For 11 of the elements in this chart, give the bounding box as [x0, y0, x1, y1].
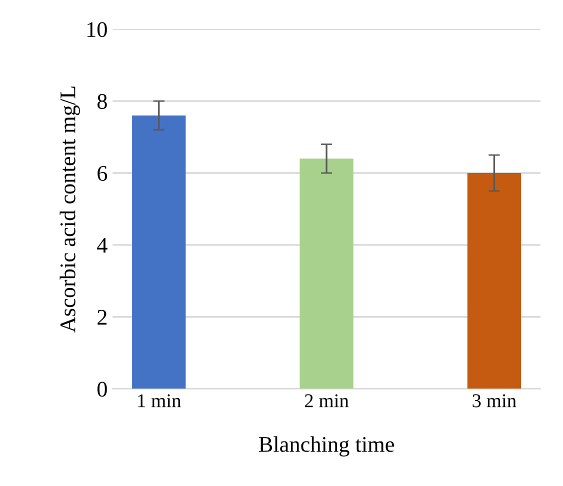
x-tick-label: 3 min: [472, 394, 516, 408]
y-axis-title: Ascorbic acid content mg/L: [60, 86, 80, 332]
y-tick-label: 0: [97, 382, 107, 397]
y-tick-label: 6: [98, 166, 108, 181]
y-tick-label: 4: [97, 238, 108, 253]
y-tick-label: 8: [97, 94, 107, 110]
x-tick-label: 1 min: [138, 394, 181, 408]
y-tick-label: 2: [98, 310, 107, 325]
x-axis-title: Blanching time: [258, 436, 394, 457]
x-tick-label: 2 min: [304, 394, 349, 408]
y-tick-label: 10: [87, 22, 107, 38]
